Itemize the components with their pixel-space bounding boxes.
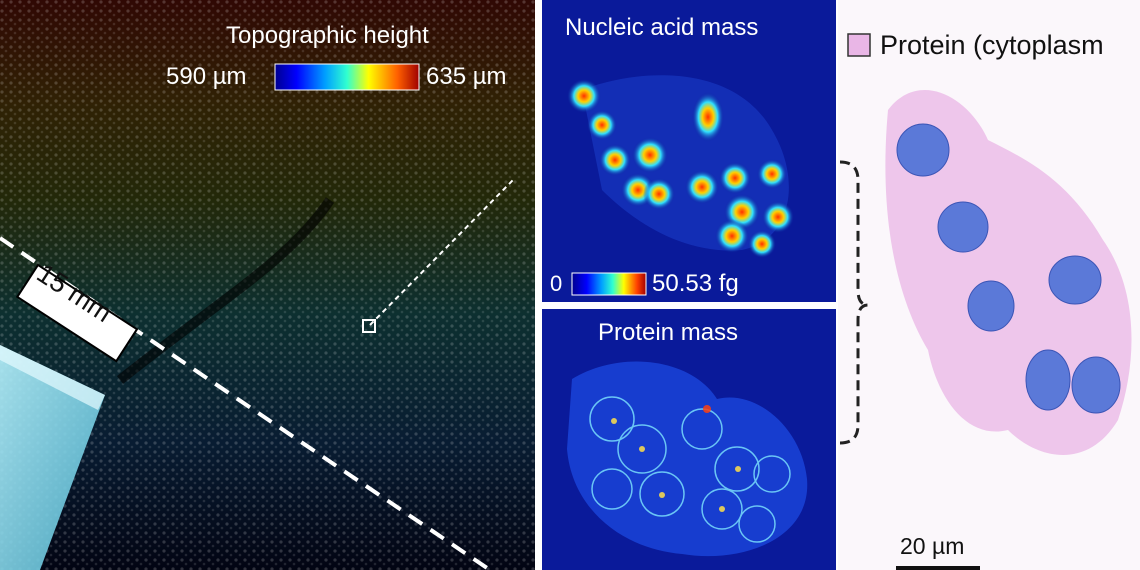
dashed-line-zoom [369,177,516,326]
nucleic-acid-panel: Nucleic acid mass 0 50.53 fg [542,0,836,302]
protein-structures [589,396,791,543]
nucleic-colorbar [571,272,647,296]
dashed-line-main [0,236,492,570]
topography-title: Topographic height [226,22,429,49]
topography-colorbar [274,63,420,91]
topography-panel: Topographic height 590 µm 635 µm 15 mm [0,0,535,570]
bracket [839,160,869,445]
stained-cells-panel: Protein (cytoplasm 20 µm [838,0,1140,570]
protein-mass-panel: Protein mass [542,309,836,570]
nucleus-spots [567,79,794,258]
cytoplasm-region [885,89,1132,455]
protein-legend-swatch [847,33,871,57]
nucleic-scale-max: 50.53 fg [652,270,739,297]
nucleic-acid-image [567,75,794,296]
topography-image [0,0,535,570]
topography-scale-max: 635 µm [426,63,507,90]
nucleic-scale-min: 0 [550,271,563,296]
distance-label-box [15,263,139,363]
glass-slide [0,345,105,570]
topography-scale-min: 590 µm [166,63,247,90]
nucleic-title: Nucleic acid mass [565,14,759,41]
nuclei [896,123,1121,414]
scale-bar-label: 20 µm [900,533,965,559]
protein-title: Protein mass [598,319,739,346]
zoom-box [362,319,376,333]
stained-cells-image [839,33,1132,570]
protein-mass-image [567,361,808,557]
protein-legend-label: Protein (cytoplasm [880,30,1104,60]
